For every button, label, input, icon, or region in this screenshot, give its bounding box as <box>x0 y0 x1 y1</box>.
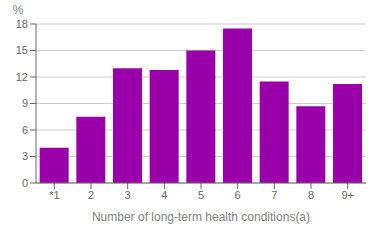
svg-text:6: 6 <box>235 189 241 201</box>
svg-text:0: 0 <box>22 177 28 189</box>
svg-text:%: % <box>13 3 24 17</box>
svg-text:12: 12 <box>16 71 28 83</box>
svg-text:9+: 9+ <box>341 189 354 201</box>
svg-text:15: 15 <box>16 44 28 56</box>
svg-text:3: 3 <box>22 150 28 162</box>
svg-text:4: 4 <box>161 189 167 201</box>
svg-text:9: 9 <box>22 97 28 109</box>
svg-text:7: 7 <box>271 189 277 201</box>
svg-text:8: 8 <box>308 189 314 201</box>
svg-text:5: 5 <box>198 189 204 201</box>
svg-text:3: 3 <box>125 189 131 201</box>
svg-text:18: 18 <box>16 18 28 30</box>
svg-text:6: 6 <box>22 124 28 136</box>
svg-text:2: 2 <box>88 189 94 201</box>
svg-text:*1: *1 <box>49 189 59 201</box>
svg-text:Number of long-term health con: Number of long-term health conditions(a) <box>92 210 310 224</box>
